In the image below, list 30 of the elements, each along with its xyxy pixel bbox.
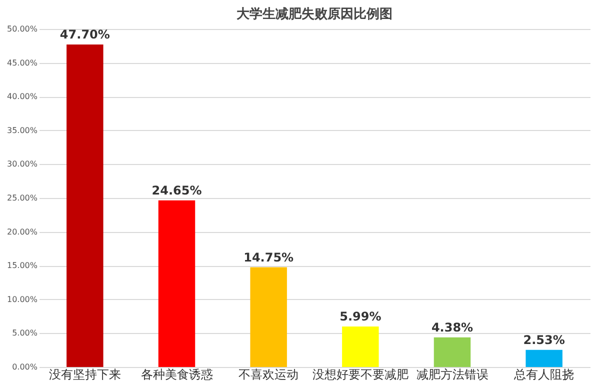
x-tick-label: 减肥方法错误	[416, 368, 488, 382]
y-tick-label: 45.00%	[6, 58, 38, 68]
x-tick-label: 没有坚持下来	[48, 368, 121, 382]
y-tick-label: 0.00%	[12, 362, 38, 372]
bar	[250, 267, 287, 367]
x-tick-label: 总有人阻挠	[513, 368, 574, 382]
data-label: 2.53%	[523, 332, 565, 347]
y-tick-label: 30.00%	[6, 160, 38, 169]
data-label: 4.38%	[431, 320, 474, 334]
x-tick-label: 没想好要不要减肥	[312, 368, 408, 382]
x-tick-label: 各种美食诱惑	[140, 368, 213, 382]
y-tick-label: 40.00%	[6, 92, 38, 102]
bar	[526, 350, 562, 367]
x-tick-label: 不喜欢运动	[238, 368, 299, 382]
y-tick-label: 50.00%	[6, 24, 38, 34]
data-label: 14.75%	[244, 250, 294, 264]
y-tick-label: 5.00%	[12, 328, 38, 338]
bar	[158, 200, 196, 367]
y-tick-label: 25.00%	[6, 194, 38, 202]
bar	[434, 337, 471, 367]
bar	[66, 44, 104, 367]
y-tick-label: 15.00%	[6, 261, 38, 270]
chart-title: 大学生减肥失败原因比例图	[236, 7, 392, 22]
data-label: 47.70%	[60, 28, 110, 42]
y-tick-label: 35.00%	[6, 126, 38, 135]
data-label: 5.99%	[340, 310, 382, 324]
bar	[342, 326, 379, 367]
y-tick-label: 10.00%	[6, 294, 38, 304]
data-label: 24.65%	[152, 183, 202, 198]
y-tick-label: 20.00%	[6, 227, 38, 236]
